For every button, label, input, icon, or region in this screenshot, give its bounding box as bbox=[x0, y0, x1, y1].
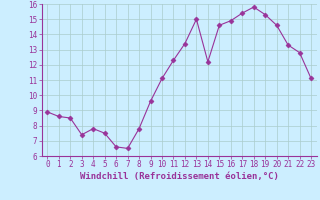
X-axis label: Windchill (Refroidissement éolien,°C): Windchill (Refroidissement éolien,°C) bbox=[80, 172, 279, 181]
